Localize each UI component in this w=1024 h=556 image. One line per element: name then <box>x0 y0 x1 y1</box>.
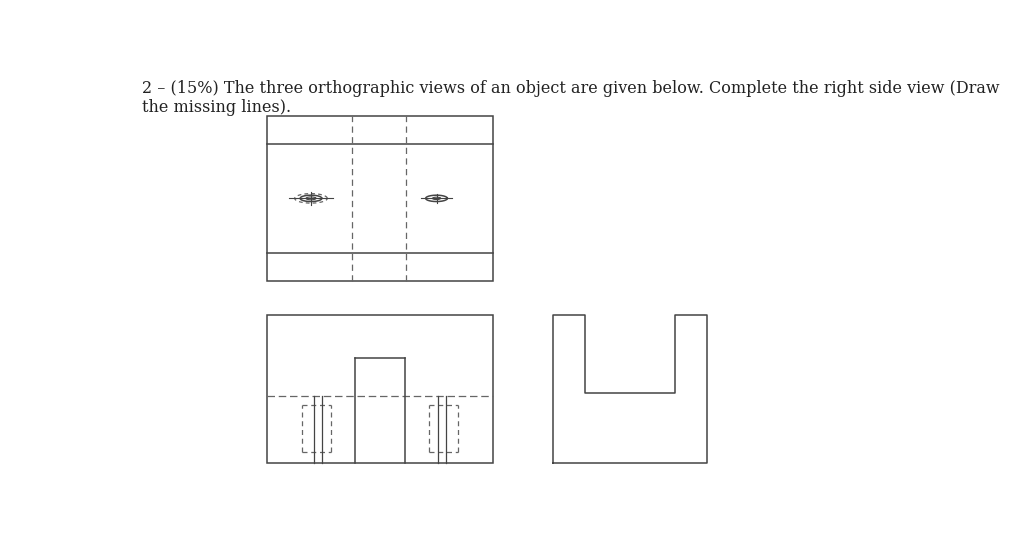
Text: 2 – (15%) The three orthographic views of an object are given below. Complete th: 2 – (15%) The three orthographic views o… <box>142 80 999 116</box>
Bar <box>267 315 494 463</box>
Bar <box>267 116 494 281</box>
